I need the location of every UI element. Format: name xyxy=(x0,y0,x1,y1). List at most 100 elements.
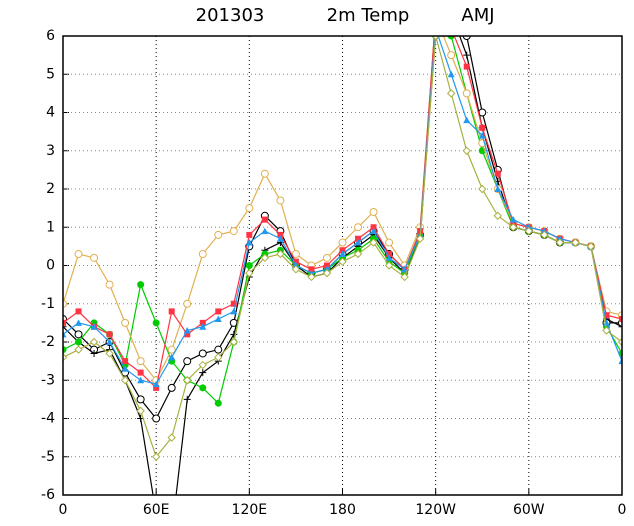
point xyxy=(354,239,362,246)
x-tick-label: 180 xyxy=(329,502,356,518)
point xyxy=(339,247,346,254)
point xyxy=(618,323,622,331)
y-tick-label: 5 xyxy=(46,66,55,82)
point xyxy=(214,353,223,362)
point xyxy=(183,327,191,334)
point xyxy=(151,452,161,461)
point xyxy=(199,323,207,330)
series-line xyxy=(63,36,622,420)
y-tick-label: 6 xyxy=(46,28,55,44)
point xyxy=(448,25,454,31)
point xyxy=(246,231,253,238)
point xyxy=(136,406,145,416)
point xyxy=(167,383,176,392)
point xyxy=(198,360,207,370)
point xyxy=(462,36,471,40)
point xyxy=(75,308,82,315)
point xyxy=(261,216,268,223)
point xyxy=(229,227,238,236)
point xyxy=(198,250,207,259)
point xyxy=(432,21,439,28)
point xyxy=(199,319,206,326)
point xyxy=(152,414,161,423)
point xyxy=(493,211,502,220)
point xyxy=(354,223,363,232)
point xyxy=(261,227,269,235)
point xyxy=(214,230,223,239)
point xyxy=(106,331,113,338)
point xyxy=(602,326,611,335)
point xyxy=(74,330,83,339)
point xyxy=(183,376,192,385)
point xyxy=(229,337,239,347)
point xyxy=(215,308,222,315)
point xyxy=(291,265,301,274)
point xyxy=(322,268,332,278)
x-tick-label: 0 xyxy=(59,502,68,518)
point xyxy=(183,357,192,366)
point xyxy=(509,216,517,223)
point xyxy=(153,384,160,391)
point xyxy=(63,330,67,338)
point xyxy=(74,250,83,259)
x-tick-label: 60W xyxy=(513,502,545,518)
point xyxy=(63,319,66,326)
y-tick-label: 4 xyxy=(46,105,55,121)
point xyxy=(137,376,145,384)
point xyxy=(245,262,253,269)
point xyxy=(401,265,409,273)
point xyxy=(183,395,191,403)
x-tick-label: 0 xyxy=(618,502,627,518)
point xyxy=(431,36,440,41)
point xyxy=(524,226,534,236)
variable-label: 2m Temp xyxy=(327,5,410,26)
point xyxy=(463,51,471,59)
point xyxy=(121,318,130,327)
point xyxy=(509,223,518,232)
season-label: AMJ xyxy=(461,5,494,26)
point xyxy=(230,300,237,307)
point xyxy=(308,266,315,273)
point xyxy=(478,131,486,139)
point xyxy=(386,251,393,258)
point xyxy=(63,323,67,331)
point xyxy=(369,207,378,216)
plot-frame xyxy=(62,35,623,496)
point xyxy=(199,384,207,392)
point xyxy=(214,399,222,407)
point xyxy=(479,124,486,131)
point xyxy=(370,227,378,235)
chart-title: 201303 xyxy=(196,5,265,26)
point xyxy=(90,349,98,357)
point xyxy=(199,369,207,377)
point xyxy=(137,281,145,289)
point xyxy=(618,357,622,365)
y-tick-label: -2 xyxy=(41,334,55,350)
point xyxy=(463,63,470,70)
point xyxy=(462,146,471,155)
series-line xyxy=(63,36,622,382)
point xyxy=(384,261,394,270)
point xyxy=(105,280,114,289)
point xyxy=(385,254,393,261)
point xyxy=(89,337,99,347)
point xyxy=(260,253,270,263)
point xyxy=(198,349,207,358)
point xyxy=(478,184,487,194)
point xyxy=(603,312,610,319)
point xyxy=(120,376,130,385)
point xyxy=(448,10,455,17)
point xyxy=(276,249,285,259)
point xyxy=(369,238,378,247)
point xyxy=(555,238,565,247)
point xyxy=(400,272,409,282)
point xyxy=(90,253,99,262)
point xyxy=(338,257,347,266)
point xyxy=(106,338,114,345)
point xyxy=(75,319,83,326)
y-tick-label: 0 xyxy=(46,258,55,274)
point xyxy=(214,345,223,354)
point xyxy=(462,89,471,98)
point xyxy=(571,238,580,247)
point xyxy=(322,253,331,262)
